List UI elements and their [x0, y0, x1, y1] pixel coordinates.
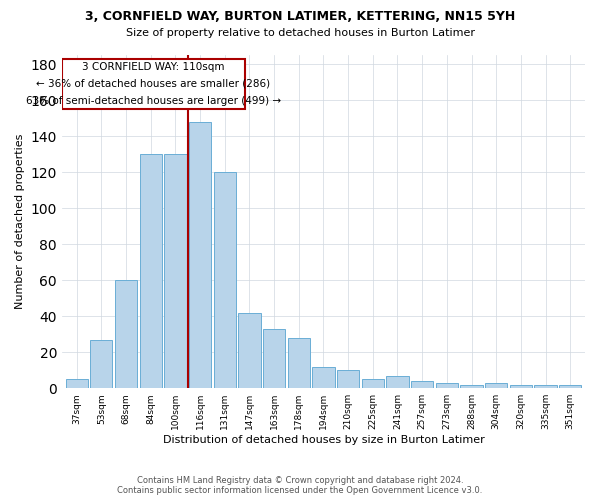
X-axis label: Distribution of detached houses by size in Burton Latimer: Distribution of detached houses by size … [163, 435, 484, 445]
Bar [362, 379, 384, 388]
Text: 3 CORNFIELD WAY: 110sqm: 3 CORNFIELD WAY: 110sqm [82, 62, 224, 72]
Bar [164, 154, 187, 388]
Text: ← 36% of detached houses are smaller (286): ← 36% of detached houses are smaller (28… [36, 78, 270, 88]
Bar [214, 172, 236, 388]
Bar [65, 379, 88, 388]
Bar [559, 384, 581, 388]
Text: 63% of semi-detached houses are larger (499) →: 63% of semi-detached houses are larger (… [26, 96, 281, 106]
Text: 3, CORNFIELD WAY, BURTON LATIMER, KETTERING, NN15 5YH: 3, CORNFIELD WAY, BURTON LATIMER, KETTER… [85, 10, 515, 23]
Bar [535, 384, 557, 388]
Bar [140, 154, 162, 388]
Bar [115, 280, 137, 388]
Bar [337, 370, 359, 388]
Text: Contains HM Land Registry data © Crown copyright and database right 2024.
Contai: Contains HM Land Registry data © Crown c… [118, 476, 482, 495]
FancyBboxPatch shape [62, 58, 245, 109]
Bar [460, 384, 482, 388]
Bar [313, 366, 335, 388]
Bar [263, 329, 285, 388]
Bar [411, 381, 433, 388]
Text: Size of property relative to detached houses in Burton Latimer: Size of property relative to detached ho… [125, 28, 475, 38]
Bar [436, 383, 458, 388]
Bar [238, 312, 260, 388]
Bar [287, 338, 310, 388]
Bar [189, 122, 211, 388]
Bar [485, 383, 507, 388]
Y-axis label: Number of detached properties: Number of detached properties [15, 134, 25, 310]
Bar [510, 384, 532, 388]
Bar [386, 376, 409, 388]
Bar [90, 340, 112, 388]
